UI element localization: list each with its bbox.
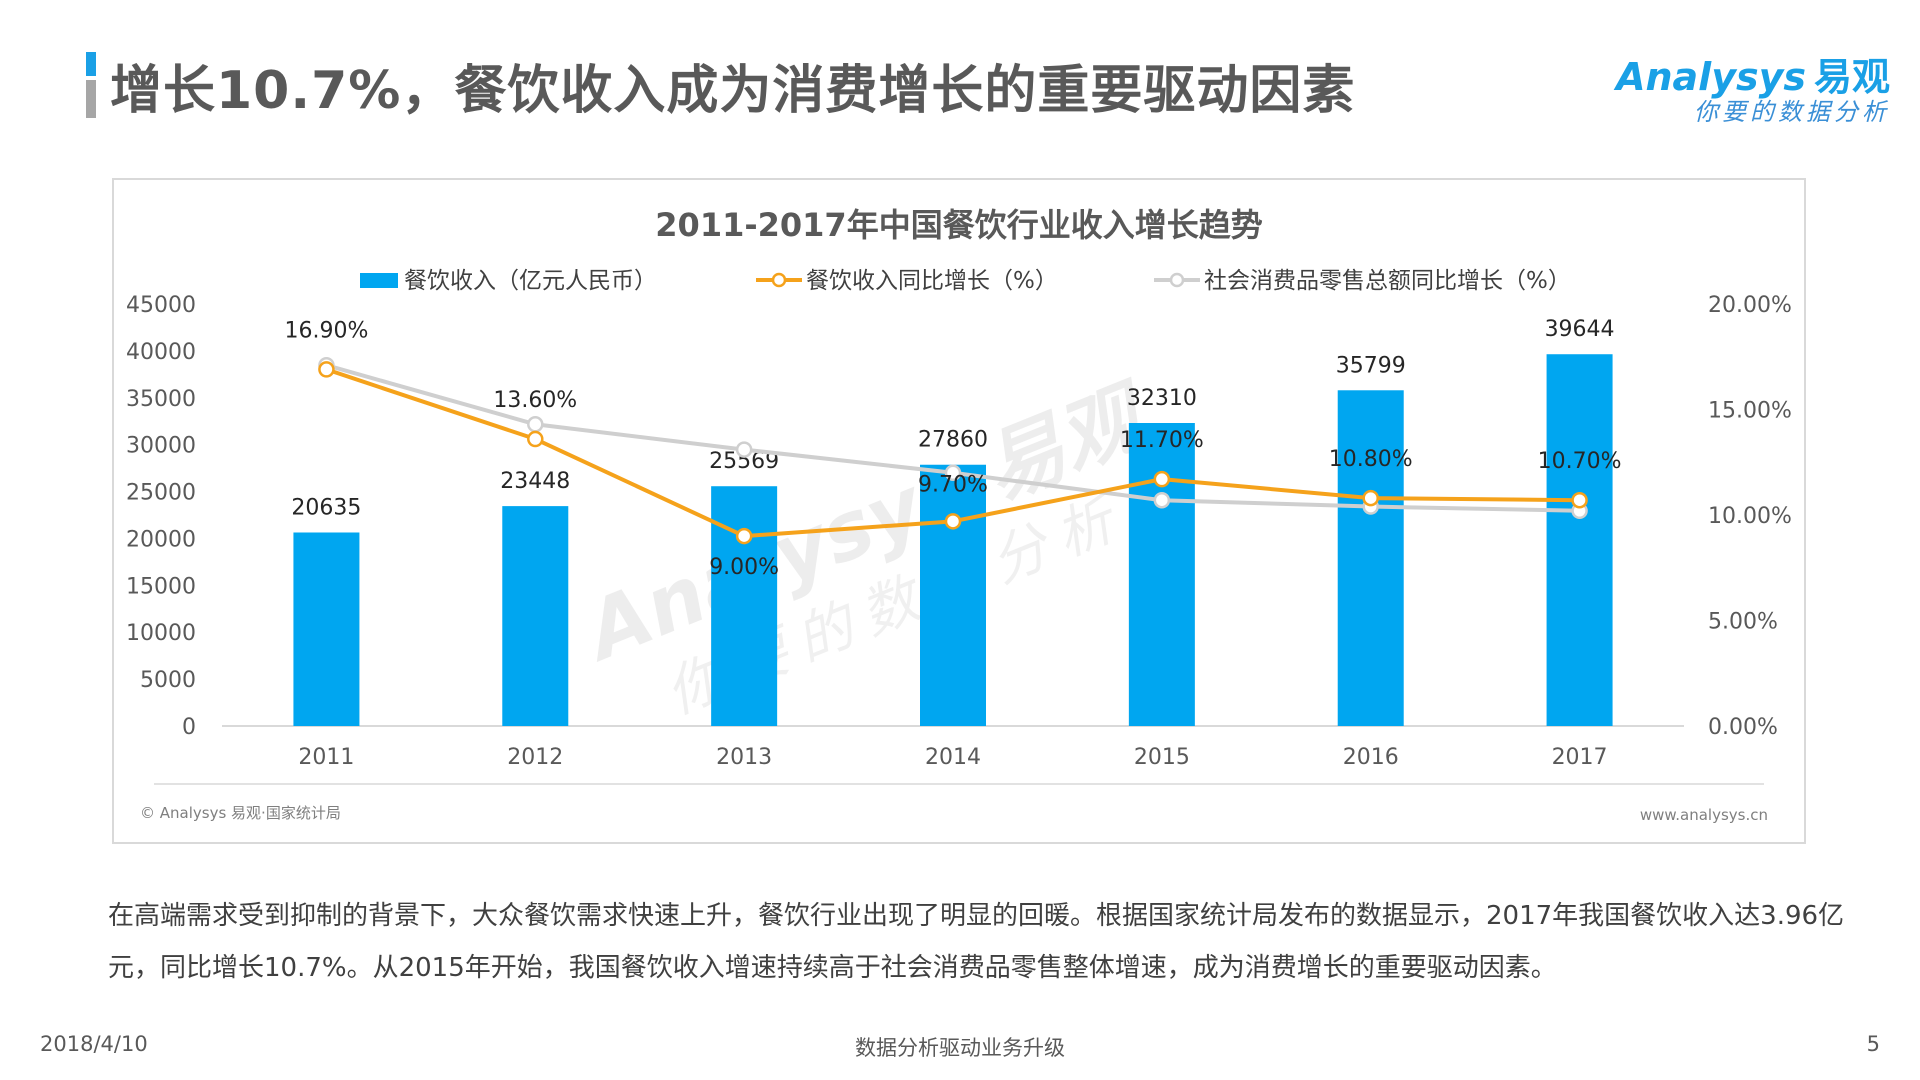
x-tick-2015: 2015 <box>1134 745 1190 770</box>
y-left-tick: 20000 <box>126 527 196 552</box>
y-left-tick: 25000 <box>126 481 196 506</box>
x-tick-2017: 2017 <box>1552 745 1608 770</box>
logo-brand-en: Analysys <box>1616 55 1806 99</box>
legend-label-0: 餐饮收入（亿元人民币） <box>404 268 657 294</box>
y-left-tick: 35000 <box>126 387 196 412</box>
bar-2012 <box>502 506 569 726</box>
y-left-tick: 10000 <box>126 621 196 646</box>
y-left-tick: 30000 <box>126 434 196 459</box>
y-right-tick: 15.00% <box>1708 399 1792 424</box>
point-catering-2011 <box>318 361 335 378</box>
point-catering-2015 <box>1153 470 1171 488</box>
page-title: 增长10.7%，餐饮收入成为消费增长的重要驱动因素 <box>110 61 1356 121</box>
x-tick-2011: 2011 <box>298 745 354 770</box>
point-catering-2012 <box>527 430 544 448</box>
x-tick-2012: 2012 <box>507 745 563 770</box>
bar-label-2012: 23448 <box>500 469 570 494</box>
chart-source: © Analysys 易观·国家统计局 <box>140 804 341 822</box>
legend-marker-2 <box>1169 272 1185 288</box>
y-left-tick: 5000 <box>140 668 196 693</box>
chart-container: Analysys 易观 你要的数据分析 2011-2017年中国餐饮行业收入增长趋势… <box>112 178 1806 844</box>
title-accent-bar <box>86 52 96 118</box>
logo-brand: Analysys 易观 <box>1616 46 1890 101</box>
line-label-2016: 10.80% <box>1329 447 1413 472</box>
line-label-2014: 9.70% <box>918 472 988 497</box>
line-label-2011: 16.90% <box>284 318 368 343</box>
footer-page-number: 5 <box>1866 1032 1880 1056</box>
chart-site: www.analysys.cn <box>1639 806 1768 824</box>
legend-marker-1 <box>771 272 787 288</box>
point-retail-2012 <box>527 416 544 433</box>
point-retail-2015 <box>1153 491 1171 509</box>
title-accent-blue <box>86 52 96 76</box>
bar-2017 <box>1546 354 1613 726</box>
x-tick-2013: 2013 <box>716 745 772 770</box>
footer-date: 2018/4/10 <box>40 1032 148 1056</box>
bar-2011 <box>293 532 360 726</box>
bar-label-2016: 35799 <box>1336 353 1406 378</box>
x-tick-2014: 2014 <box>925 745 981 770</box>
point-retail-2013 <box>735 441 753 458</box>
bar-2013 <box>711 486 778 726</box>
bar-label-2015: 32310 <box>1127 386 1197 411</box>
legend-swatch-0 <box>360 273 398 288</box>
y-right-tick: 20.00% <box>1708 293 1792 318</box>
y-right-tick: 5.00% <box>1708 610 1778 635</box>
chart-title: 2011-2017年中国餐饮行业收入增长趋势 <box>655 206 1262 244</box>
x-tick-2016: 2016 <box>1343 745 1399 770</box>
title-accent-gray <box>86 80 96 118</box>
bar-2015 <box>1128 423 1195 726</box>
y-left-tick: 40000 <box>126 340 196 365</box>
point-catering-2016 <box>1362 489 1379 507</box>
bar-label-2017: 39644 <box>1545 317 1615 342</box>
point-catering-2013 <box>735 527 753 545</box>
y-left-tick: 0 <box>182 715 196 740</box>
point-catering-2017 <box>1571 491 1588 509</box>
legend-label-1: 餐饮收入同比增长（%） <box>806 268 1058 294</box>
logo-tagline: 你要的数据分析 <box>1694 98 1890 126</box>
body-paragraph: 在高端需求受到抑制的背景下，大众餐饮需求快速上升，餐饮行业出现了明显的回暖。根据… <box>108 901 1845 983</box>
point-retail-2014 <box>944 464 962 482</box>
bar-2014 <box>920 464 986 726</box>
y-right-tick: 0.00% <box>1708 715 1778 740</box>
line-label-2013: 9.00% <box>709 555 779 580</box>
footer-slogan: 数据分析驱动业务升级 <box>855 1036 1065 1060</box>
y-left-tick: 45000 <box>126 293 196 318</box>
point-catering-2014 <box>944 513 962 530</box>
bar-label-2014: 27860 <box>918 428 988 453</box>
line-label-2017: 10.70% <box>1538 449 1622 474</box>
y-right-tick: 10.00% <box>1708 504 1792 529</box>
logo-brand-cn: 易观 <box>1813 55 1890 99</box>
y-left-tick: 15000 <box>126 574 196 599</box>
line-label-2015: 11.70% <box>1120 428 1204 453</box>
bar-label-2011: 20635 <box>291 495 361 520</box>
analysys-logo: Analysys 易观 你要的数据分析 <box>1616 40 1890 130</box>
line-label-2012: 13.60% <box>493 388 577 413</box>
bar-2016 <box>1337 390 1404 726</box>
legend-label-2: 社会消费品零售总额同比增长（%） <box>1204 268 1571 294</box>
